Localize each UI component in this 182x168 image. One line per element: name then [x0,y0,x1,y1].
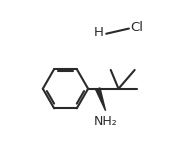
Text: H: H [94,26,104,39]
Polygon shape [96,88,106,111]
Text: Cl: Cl [130,21,143,34]
Text: NH₂: NH₂ [94,115,117,128]
